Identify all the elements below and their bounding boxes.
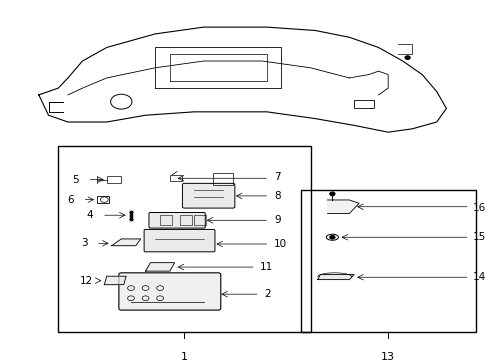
Bar: [213, 173, 232, 185]
Bar: [353, 100, 373, 108]
Text: 15: 15: [472, 232, 486, 242]
Polygon shape: [327, 200, 358, 213]
Bar: [106, 176, 121, 183]
Polygon shape: [317, 275, 353, 280]
Bar: [58, 146, 310, 332]
Polygon shape: [111, 239, 141, 246]
FancyBboxPatch shape: [182, 183, 234, 208]
Polygon shape: [104, 276, 126, 285]
Bar: [169, 175, 182, 181]
Bar: [97, 196, 109, 203]
Text: 6: 6: [67, 195, 74, 205]
Text: 16: 16: [472, 203, 486, 213]
Text: 13: 13: [381, 352, 394, 360]
Text: 2: 2: [264, 289, 270, 299]
Circle shape: [329, 192, 334, 195]
Text: 8: 8: [274, 191, 280, 201]
Text: 4: 4: [86, 210, 93, 220]
Text: 5: 5: [72, 175, 79, 185]
Text: 1: 1: [181, 352, 187, 360]
Text: 14: 14: [472, 272, 486, 282]
Text: 3: 3: [81, 238, 88, 248]
Bar: [300, 190, 474, 332]
FancyBboxPatch shape: [119, 273, 220, 310]
FancyBboxPatch shape: [149, 212, 205, 228]
Text: 12: 12: [80, 276, 93, 285]
Bar: [179, 215, 191, 225]
Circle shape: [405, 56, 409, 59]
Bar: [194, 215, 206, 225]
Text: 10: 10: [274, 239, 286, 249]
Circle shape: [329, 235, 334, 239]
Text: 7: 7: [274, 172, 280, 182]
FancyBboxPatch shape: [144, 229, 215, 252]
Polygon shape: [145, 263, 174, 271]
Bar: [160, 215, 172, 225]
Text: 11: 11: [259, 262, 272, 272]
Text: 9: 9: [274, 215, 280, 225]
